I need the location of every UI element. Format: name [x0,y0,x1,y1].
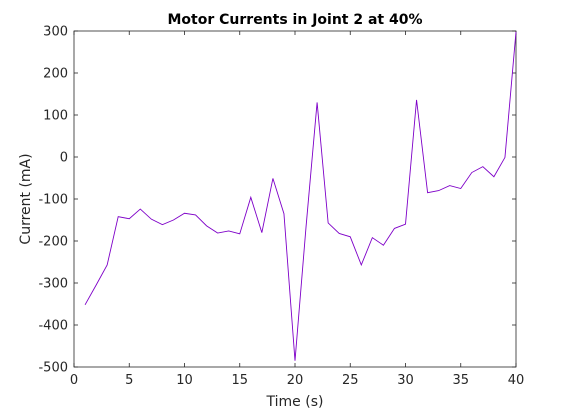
ticks: 0 5 10 15 20 25 30 35 40 -500 -400 -300 -200 -100 0 100… [38,25,524,389]
x-tick-label: 15 [231,373,248,388]
y-tick-label: -500 [38,361,68,376]
y-tick-label: -200 [38,235,68,250]
y-tick-label: 100 [43,109,68,124]
y-tick-label: -100 [38,193,68,208]
y-tick-label: 300 [43,25,68,40]
y-tick-label: 0 [60,151,68,166]
y-tick-label: -400 [38,319,68,334]
x-tick-label: 35 [452,373,469,388]
series-line [84,31,517,361]
plot-frame [73,30,517,368]
x-tick-label: 0 [70,373,78,388]
x-tick-label: 30 [397,373,414,388]
y-tick-label: 200 [43,67,68,82]
y-tick-label: -300 [38,277,68,292]
chart-title: Motor Currents in Joint 2 at 40% [168,12,423,28]
x-tick-label: 10 [176,373,193,388]
x-axis-label: Time (s) [266,394,324,410]
series-layer [84,31,517,361]
y-axis-label: Current (mA) [18,153,34,244]
x-tick-label: 25 [342,373,359,388]
x-tick-label: 40 [508,373,525,388]
x-tick-label: 20 [287,373,304,388]
x-tick-label: 5 [125,373,133,388]
axes [73,30,517,368]
